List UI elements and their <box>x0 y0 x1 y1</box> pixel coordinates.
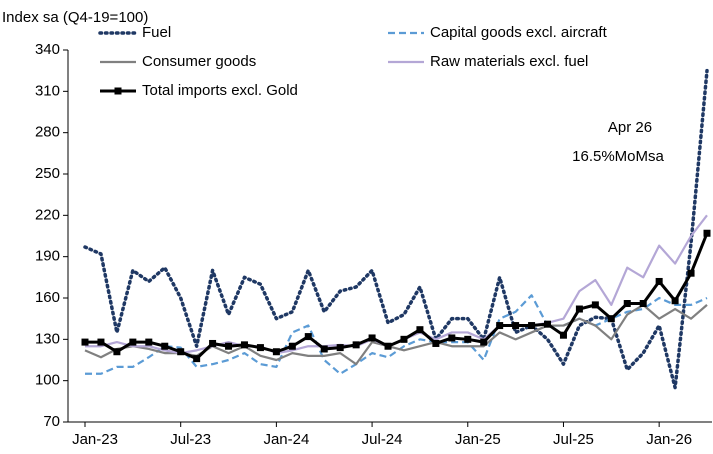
series-marker <box>240 341 248 349</box>
series-marker <box>432 339 440 347</box>
series-marker <box>272 348 280 356</box>
y-tick-label: 310 <box>35 82 60 99</box>
annotation: 16.5%MoMsa <box>572 148 664 165</box>
series-marker <box>623 300 631 308</box>
x-tick-label: Jan-24 <box>263 431 309 448</box>
series-marker <box>81 338 89 346</box>
y-tick-label: 190 <box>35 248 60 265</box>
y-tick-label: 100 <box>35 372 60 389</box>
series-marker <box>480 338 488 346</box>
series-marker <box>161 342 169 350</box>
series-marker <box>193 355 201 363</box>
series-marker <box>304 333 312 341</box>
series-marker <box>129 338 137 346</box>
legend-marker <box>114 87 122 95</box>
series-marker <box>288 342 296 350</box>
series-marker <box>256 344 264 352</box>
series-line <box>84 303 708 366</box>
series-marker <box>671 297 679 305</box>
x-tick-label: Jan-26 <box>646 431 692 448</box>
series-marker <box>464 335 472 343</box>
series-marker <box>225 342 233 350</box>
series-marker <box>496 322 504 330</box>
series-marker <box>400 335 408 343</box>
x-tick-label: Jul-25 <box>553 431 594 448</box>
series-line <box>85 232 709 361</box>
series-marker <box>703 229 711 237</box>
series-marker <box>209 339 217 347</box>
series-marker <box>559 331 567 339</box>
y-axis-label: Index sa (Q4-19=100) <box>2 9 148 26</box>
series-marker <box>177 348 185 356</box>
x-tick-label: Jan-25 <box>455 431 501 448</box>
series-line <box>85 214 708 355</box>
y-tick-label: 250 <box>35 165 60 182</box>
series-marker <box>544 320 552 328</box>
legend-label: Capital goods excl. aircraft <box>430 24 608 41</box>
series-marker <box>655 277 663 285</box>
y-tick-label: 280 <box>35 124 60 141</box>
series-marker <box>384 342 392 350</box>
annotation: Apr 26 <box>608 119 652 136</box>
series-marker <box>448 334 456 342</box>
y-tick-label: 160 <box>35 289 60 306</box>
series-marker <box>512 322 520 330</box>
y-tick-label: 130 <box>35 330 60 347</box>
y-tick-label: 220 <box>35 206 60 223</box>
legend-label: Consumer goods <box>142 53 256 70</box>
series-marker <box>591 301 599 309</box>
series-marker <box>416 326 424 334</box>
legend-label: Total imports excl. Gold <box>142 82 298 99</box>
series-marker <box>639 300 647 308</box>
x-tick-label: Jul-24 <box>362 431 403 448</box>
y-tick-label: 340 <box>35 41 60 58</box>
series-marker <box>607 315 615 323</box>
series-marker <box>113 348 121 356</box>
series-marker <box>97 338 105 346</box>
x-tick-label: Jan-23 <box>72 431 118 448</box>
series-marker <box>368 334 376 342</box>
series-line <box>85 294 708 375</box>
series-line <box>83 68 709 390</box>
series-marker <box>352 341 360 349</box>
legend-label: Fuel <box>142 24 171 41</box>
series-marker <box>336 344 344 352</box>
series-marker <box>687 269 695 277</box>
series-marker <box>528 322 536 330</box>
series-marker <box>575 305 583 313</box>
y-tick-label: 70 <box>43 413 60 430</box>
legend-label: Raw materials excl. fuel <box>430 53 588 70</box>
series-marker <box>320 345 328 353</box>
series-marker <box>145 338 153 346</box>
x-tick-label: Jul-23 <box>170 431 211 448</box>
